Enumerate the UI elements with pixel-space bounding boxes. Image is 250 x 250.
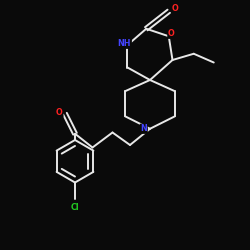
Text: O: O <box>172 4 178 13</box>
Text: O: O <box>168 29 174 38</box>
Text: N: N <box>140 124 147 133</box>
Text: NH: NH <box>118 39 131 48</box>
Text: Cl: Cl <box>71 202 79 211</box>
Text: O: O <box>56 108 63 117</box>
